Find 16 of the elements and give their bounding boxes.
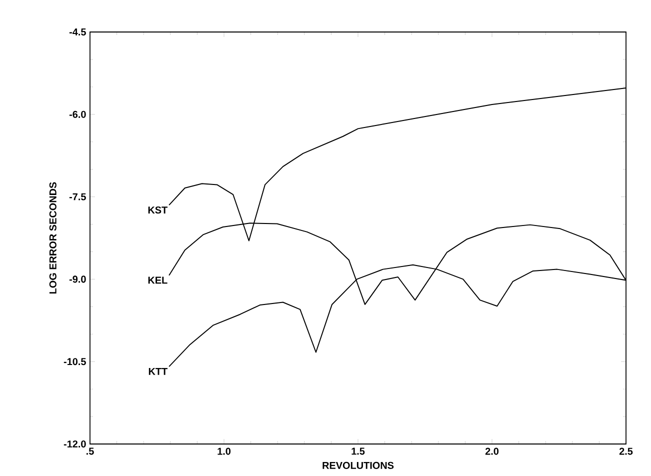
- y-tick-label: -9.0: [69, 276, 86, 283]
- y-tick-label: -10.5: [64, 358, 86, 366]
- x-tick-label: 1.0: [218, 448, 231, 455]
- x-tick-label: 2.0: [485, 448, 499, 455]
- x-tick-label: 1.5: [352, 448, 365, 455]
- y-tick-label: -4.5: [69, 28, 86, 36]
- x-tick-label: .5: [86, 448, 94, 455]
- y-tick-label: -12.0: [64, 440, 86, 448]
- x-axis-title: REVOLUTIONS: [322, 462, 394, 469]
- y-axis-title: LOG ERROR SECONDS: [49, 182, 56, 294]
- series-label: KEL: [148, 276, 168, 284]
- series-label: KST: [148, 206, 168, 214]
- x-tick-label: 2.5: [619, 448, 633, 455]
- series-label: KTT: [148, 368, 168, 375]
- y-tick-label: -7.5: [69, 193, 86, 200]
- y-tick-label: -6.0: [69, 110, 86, 118]
